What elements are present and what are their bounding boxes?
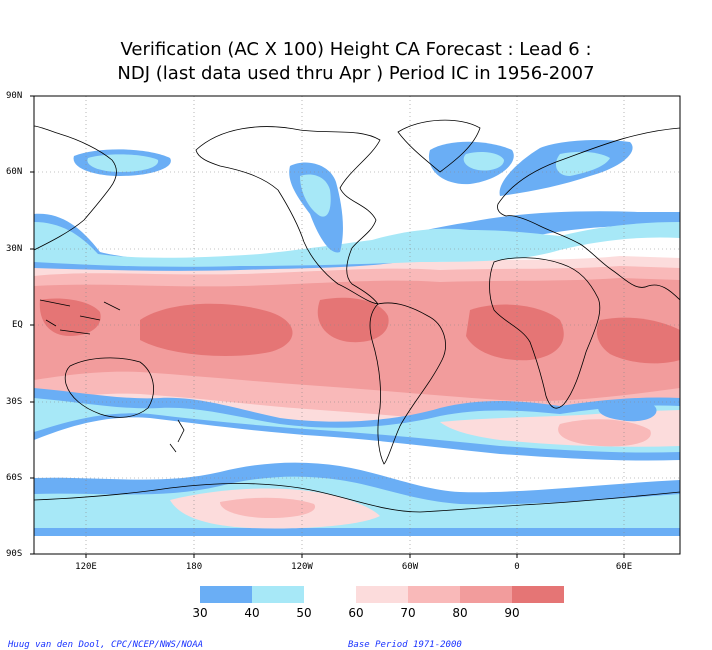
legend-label-70: 70 xyxy=(400,606,416,620)
lon-label-120e: 120E xyxy=(75,562,97,572)
map-gridlines xyxy=(34,96,680,554)
coastlines xyxy=(34,119,680,513)
contour-blob-70-south xyxy=(558,419,651,447)
legend-swatch-60-70 xyxy=(408,586,460,603)
lat-label-60s: 60S xyxy=(6,473,23,483)
map-title-line-2: NDJ (last data used thru Apr ) Period IC… xyxy=(117,63,595,84)
contour-blob-90-indian xyxy=(596,317,680,364)
lon-label-180: 180 xyxy=(185,562,203,572)
legend-label-60: 60 xyxy=(348,606,364,620)
credit-author: Huug van den Dool, CPC/NCEP/NWS/NOAA xyxy=(8,640,204,650)
legend-label-90: 90 xyxy=(504,606,520,620)
lon-label-120w: 120W xyxy=(291,562,313,572)
contour-blob-40-sindian xyxy=(598,399,657,422)
lat-label-eq: EQ xyxy=(12,320,23,330)
contour-blob-90-pacific xyxy=(140,303,293,356)
legend-label-80: 80 xyxy=(452,606,468,620)
legend-swatch-30-40 xyxy=(252,586,304,603)
map-title-line-1: Verification (AC X 100) Height CA Foreca… xyxy=(120,39,592,60)
lon-label-60w: 60W xyxy=(401,562,419,572)
contour-antarctic-70 xyxy=(220,497,316,518)
coastline-asia-east xyxy=(34,125,117,251)
contour-blob-90-indonesia xyxy=(39,298,101,336)
legend-label-50: 50 xyxy=(296,606,312,620)
legend-label-30: 30 xyxy=(192,606,208,620)
lat-label-60n: 60N xyxy=(6,167,23,177)
axis-ticks xyxy=(30,95,625,558)
contour-belt-30n-inner xyxy=(34,222,680,267)
coastline-greenland xyxy=(397,119,481,173)
contour-blob-50-greenland xyxy=(463,152,504,171)
coastline-new-zealand xyxy=(169,419,185,453)
lat-label-90n: 90N xyxy=(6,91,23,101)
map-title: Verification (AC X 100) Height CA Foreca… xyxy=(0,38,712,86)
credit-base-period: Base Period 1971-2000 xyxy=(348,640,462,650)
contour-blob-50-siberia xyxy=(555,151,610,176)
lat-label-30n: 30N xyxy=(6,244,23,254)
legend-label-40: 40 xyxy=(244,606,260,620)
contour-blob-50-canada xyxy=(300,174,331,217)
lat-label-90s: 90S xyxy=(6,549,23,559)
coastline-africa xyxy=(489,257,601,409)
coastline-antarctica xyxy=(34,483,680,513)
legend-swatch-50-60 xyxy=(356,586,408,603)
contour-blob-50-bering xyxy=(87,154,159,172)
legend-swatch-80-90 xyxy=(512,586,564,603)
legend-swatch-40-50 xyxy=(304,586,356,603)
coastline-south-america xyxy=(369,302,446,465)
lon-label-0: 0 xyxy=(514,562,520,572)
legend-swatch-70-80 xyxy=(460,586,512,603)
coastline-australia xyxy=(64,357,154,418)
contour-fields xyxy=(34,140,680,536)
contour-blob-90-samerica xyxy=(317,297,389,343)
coastline-north-america xyxy=(195,126,381,305)
lat-label-30s: 30S xyxy=(6,397,23,407)
legend-swatch-below-30 xyxy=(200,586,252,603)
coastline-eurasia xyxy=(497,127,680,301)
contour-blob-90-atlantic xyxy=(466,304,564,361)
lon-label-60e: 60E xyxy=(615,562,633,572)
contour-belt-30n-outer xyxy=(34,211,680,271)
coastline-indonesia xyxy=(39,299,121,335)
